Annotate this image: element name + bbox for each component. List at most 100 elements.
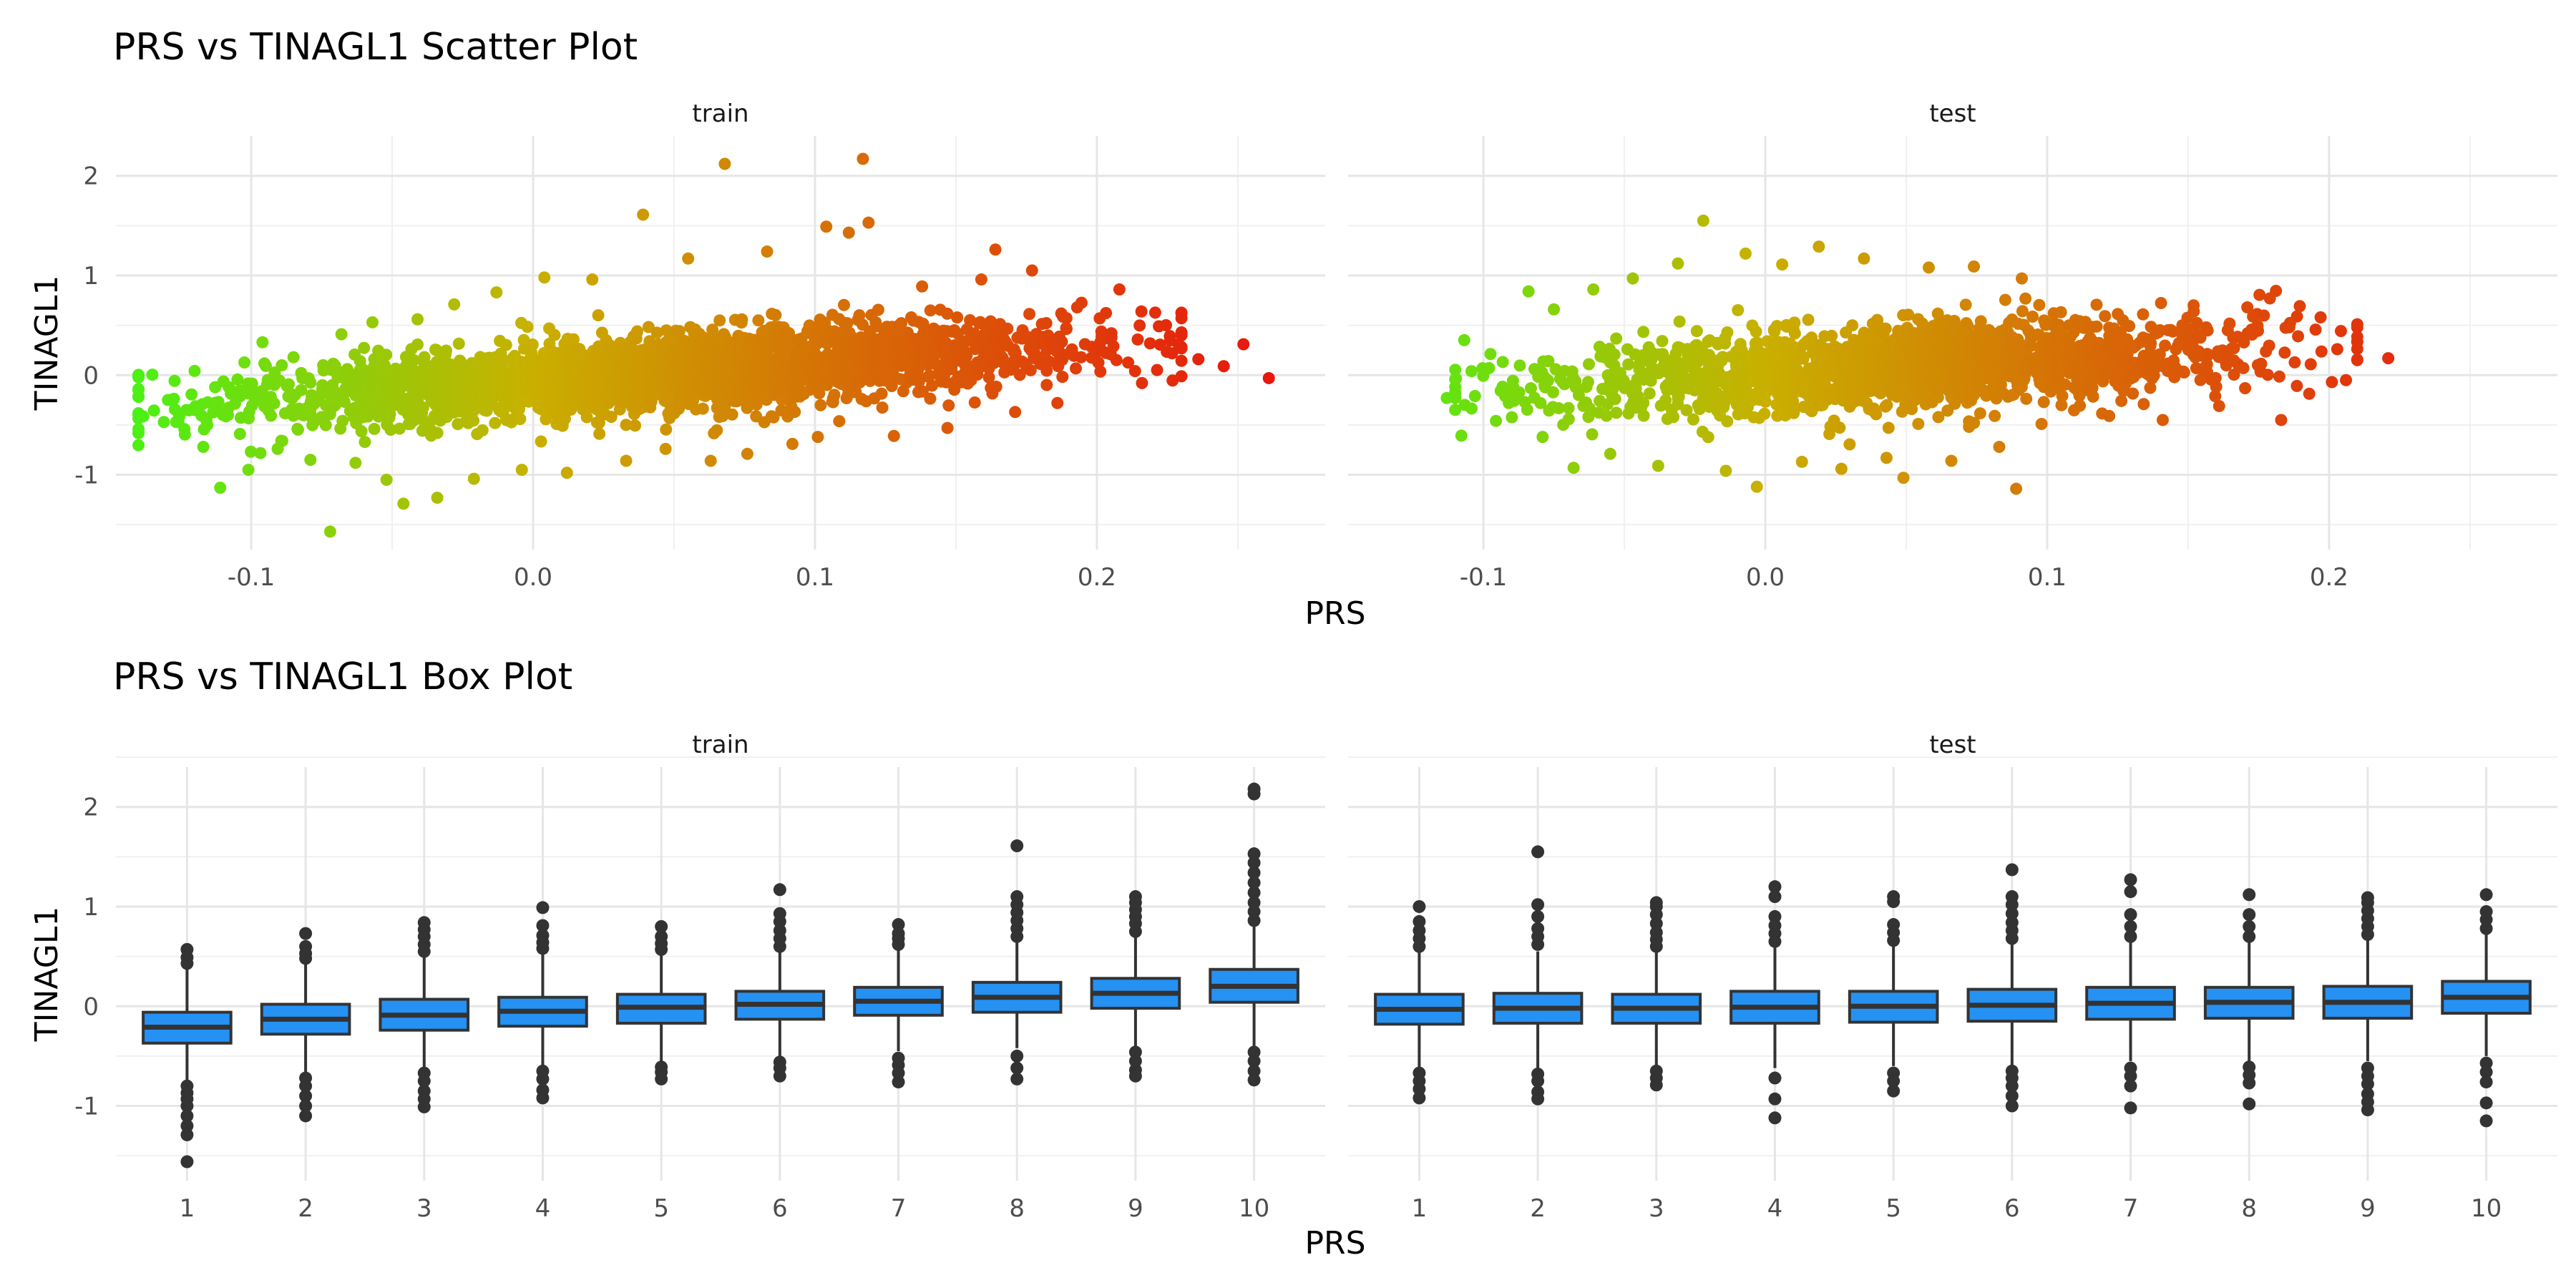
scatter-point <box>1513 359 1526 372</box>
scatter-point <box>926 379 939 392</box>
scatter-point <box>2035 418 2048 431</box>
scatter-point <box>499 338 512 351</box>
scatter-point <box>1637 326 1650 338</box>
box-outlier <box>536 929 550 942</box>
scatter-point <box>1217 360 1230 373</box>
scatter-point <box>2072 317 2084 330</box>
box-outlier <box>1768 909 1782 923</box>
box-outlier <box>655 1072 668 1085</box>
box-outlier <box>417 916 431 930</box>
scatter-point <box>476 424 489 436</box>
scatter-point <box>1993 441 2006 454</box>
scatter-point <box>1882 421 1895 434</box>
box-outlier <box>1128 890 1142 904</box>
scatter-point <box>1541 374 1554 387</box>
scatter-point <box>411 313 424 326</box>
scatter-point <box>1874 387 1887 400</box>
box-test-5 <box>1848 890 1939 1098</box>
scatter-point <box>393 422 406 435</box>
scatter-point <box>490 286 503 299</box>
scatter-point <box>1094 365 1107 378</box>
scatter-point <box>2304 358 2317 371</box>
box-outlier <box>2005 916 2019 930</box>
scatter-point <box>268 397 280 410</box>
box-outlier <box>1531 845 1545 859</box>
scatter-point <box>1107 340 1120 353</box>
scatter-point <box>1732 303 1745 316</box>
scatter-point <box>1506 411 1518 424</box>
box-outlier <box>180 1155 194 1169</box>
scatter-point <box>1897 472 1910 484</box>
scatter-point <box>416 401 429 414</box>
scatter-point <box>448 298 461 311</box>
box-outlier <box>773 883 786 897</box>
scatter-point <box>767 411 780 424</box>
scatter-point <box>711 424 723 436</box>
box-outlier <box>2479 922 2493 935</box>
box-x-tick-label: 3 <box>416 1194 432 1223</box>
scatter-point <box>147 404 160 417</box>
scatter-point <box>853 309 866 322</box>
scatter-point <box>245 445 258 458</box>
box-outlier <box>299 927 313 940</box>
scatter-point <box>989 243 1002 256</box>
scatter-point <box>769 308 782 321</box>
scatter-point <box>2290 379 2303 392</box>
scatter-point-cloud-train <box>132 296 1188 459</box>
scatter-point <box>1912 417 1925 430</box>
scatter-x-tick-label: 0.2 <box>1078 563 1116 592</box>
scatter-point <box>1548 303 1561 316</box>
scatter-point <box>1759 395 1772 408</box>
scatter-point <box>1465 365 1478 378</box>
box-outlier <box>1768 1111 1782 1125</box>
scatter-point <box>132 439 145 452</box>
scatter-point <box>2056 389 2069 402</box>
scatter-point <box>1552 402 1565 415</box>
scatter-point <box>526 338 539 351</box>
box-outlier <box>1247 866 1261 879</box>
box-test-1 <box>1374 899 1465 1105</box>
box-outlier <box>1010 1072 1024 1085</box>
box-x-tick-label: 5 <box>653 1194 669 1223</box>
box-outlier <box>2124 1069 2137 1083</box>
scatter-point <box>336 414 349 427</box>
scatter-point <box>212 396 225 409</box>
box-outlier <box>2005 907 2019 920</box>
box-outlier <box>892 927 905 940</box>
scatter-point <box>1135 305 1148 318</box>
box-outlier <box>536 901 550 914</box>
scatter-point <box>2309 323 2322 336</box>
scatter-point <box>2263 339 2275 352</box>
box-outlier <box>536 1091 550 1105</box>
scatter-point <box>2074 399 2087 412</box>
scatter-point <box>872 303 884 316</box>
scatter-x-tick-label: 0.2 <box>2310 563 2348 592</box>
scatter-point <box>2137 308 2150 321</box>
scatter-point <box>521 321 534 333</box>
scatter-point <box>1513 386 1526 399</box>
scatter-point <box>1583 402 1596 415</box>
scatter-point <box>567 333 580 346</box>
box-x-tick-label: 3 <box>1649 1194 1664 1223</box>
scatter-point <box>2210 381 2223 394</box>
scatter-point <box>1040 379 1053 391</box>
scatter-point <box>137 410 150 423</box>
scatter-strip-label-test: test <box>1929 99 1976 128</box>
scatter-point <box>223 381 235 394</box>
scatter-point-cloud-test <box>1449 285 2363 451</box>
scatter-point <box>960 334 973 347</box>
scatter-point <box>1172 338 1185 351</box>
box-outlier <box>299 1079 313 1093</box>
scatter-point <box>1680 404 1693 416</box>
scatter-point <box>2115 394 2128 407</box>
scatter-point <box>1825 329 1838 342</box>
box-x-tick-label: 4 <box>535 1194 551 1223</box>
box-outlier <box>2005 890 2019 904</box>
scatter-point <box>696 402 709 415</box>
scatter-point <box>233 427 246 440</box>
scatter-point <box>167 392 180 405</box>
scatter-point <box>1945 454 1958 467</box>
